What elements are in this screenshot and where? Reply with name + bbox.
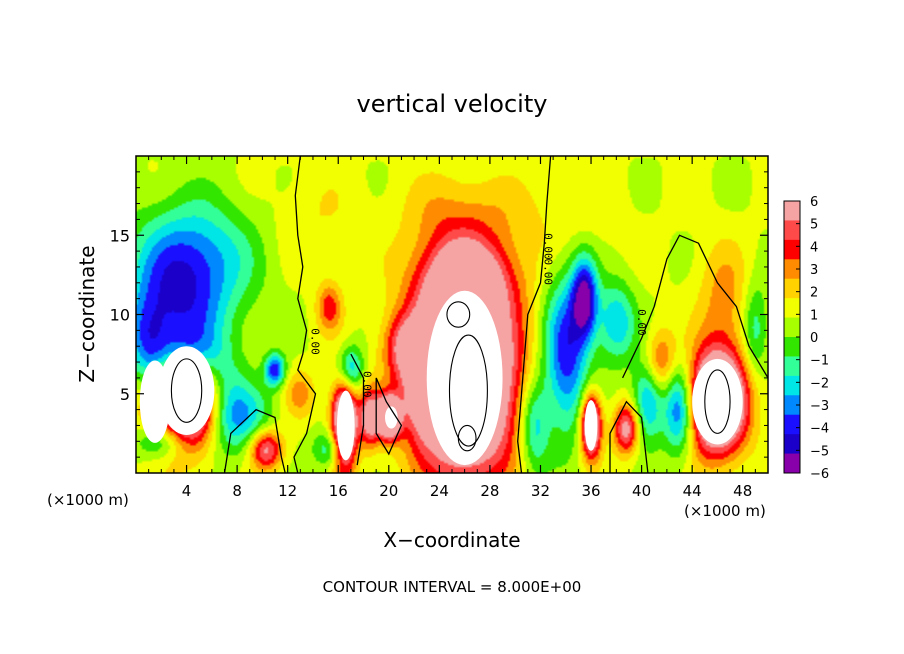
x-tick-label: 4 xyxy=(182,482,192,500)
zero-contour-line xyxy=(293,156,317,473)
colorbar: 6 5 4 3 2 1 0 −1 −2 −3 −4 −5 −6 xyxy=(783,195,829,482)
x-tick-label: 48 xyxy=(733,482,752,500)
saturated-region xyxy=(385,406,398,429)
x-tick-label: 28 xyxy=(480,482,499,500)
colorbar-label: 3 xyxy=(810,263,818,278)
colorbar-label: −1 xyxy=(810,354,829,369)
colorbar-swatch xyxy=(784,414,800,435)
colorbar-label: −5 xyxy=(810,444,829,459)
inner-contour-line xyxy=(170,358,203,423)
inner-contour-line xyxy=(446,301,471,328)
contour-labels: 0.000.000.000.000.00 xyxy=(309,233,648,397)
colorbar-swatch xyxy=(784,259,800,280)
x-tick-label: 8 xyxy=(232,482,242,500)
plot-area: 0.000.000.000.000.00 xyxy=(135,155,769,474)
saturated-regions xyxy=(139,290,743,466)
x-tick-label: 36 xyxy=(581,482,600,500)
chart-title: vertical velocity xyxy=(357,90,548,118)
x-axis-label: X−coordinate xyxy=(383,528,520,552)
y-tick-label: 15 xyxy=(110,226,130,245)
colorbar-swatch xyxy=(784,317,800,338)
colorbar-label: 5 xyxy=(810,218,818,233)
colorbar-swatch xyxy=(784,395,800,416)
colorbar-swatch xyxy=(784,278,800,299)
colorbar-swatch xyxy=(784,298,800,319)
x-tick-label: 20 xyxy=(379,482,398,500)
x-tick-label: 12 xyxy=(278,482,297,500)
saturated-region xyxy=(426,290,503,466)
y-axis-label: Z−coordinate xyxy=(75,245,99,382)
colorbar-label: 6 xyxy=(810,195,818,210)
colorbar-label: 2 xyxy=(810,286,818,301)
x-tick-label: 44 xyxy=(683,482,702,500)
x-tick-label: 32 xyxy=(531,482,550,500)
colorbar-swatch xyxy=(784,453,800,474)
contour-label: 0.00 xyxy=(309,328,322,355)
colorbar-label: 4 xyxy=(810,240,818,255)
zero-contour-line xyxy=(517,156,552,473)
colorbar-label: −3 xyxy=(810,399,829,414)
colorbar-label: −6 xyxy=(810,467,829,482)
y-tick-label: 10 xyxy=(110,306,130,325)
zero-contour-line xyxy=(622,234,768,379)
colorbar-swatch xyxy=(784,434,800,455)
contour-interval-note: CONTOUR INTERVAL = 8.000E+00 xyxy=(323,578,582,596)
saturated-region xyxy=(584,400,598,451)
colorbar-swatch xyxy=(784,375,800,396)
colorbar-swatch xyxy=(784,201,800,221)
y-axis: 5 10 15 xyxy=(110,171,768,458)
contour-label: 0.00 xyxy=(635,309,648,336)
x-unit-right: (×1000 m) xyxy=(684,502,766,520)
y-tick-label: 5 xyxy=(120,385,130,404)
zero-contours xyxy=(170,156,768,473)
zero-contour-line xyxy=(375,377,403,456)
colorbar-label: −4 xyxy=(810,422,829,437)
x-tick-label: 24 xyxy=(430,482,449,500)
zero-contour-line xyxy=(609,400,649,473)
x-unit-left: (×1000 m) xyxy=(47,491,129,509)
zero-contour-line xyxy=(350,353,365,466)
saturated-region xyxy=(158,346,215,435)
x-tick-label: 40 xyxy=(632,482,651,500)
colorbar-label: −2 xyxy=(810,376,829,391)
inner-contour-line xyxy=(448,334,488,447)
colorbar-swatch xyxy=(784,337,800,357)
saturated-region xyxy=(692,358,743,445)
inner-contour-line xyxy=(704,369,731,434)
contour-label: 0.00 xyxy=(541,258,554,285)
colorbar-swatch xyxy=(784,356,800,377)
x-axis: 4 8 12 16 20 24 28 32 36 40 44 48 xyxy=(148,156,756,500)
contour-label: 0.00 xyxy=(541,233,554,260)
saturated-region xyxy=(336,390,355,461)
zero-contour-line xyxy=(223,408,286,473)
saturated-region xyxy=(139,360,171,443)
colorbar-swatch xyxy=(784,239,800,260)
x-tick-label: 16 xyxy=(329,482,348,500)
contour-label: 0.00 xyxy=(361,371,374,398)
colorbar-swatch xyxy=(784,220,800,241)
colorbar-label: 1 xyxy=(810,308,818,323)
inner-contour-line xyxy=(457,424,477,452)
colorbar-label: 0 xyxy=(810,331,818,346)
